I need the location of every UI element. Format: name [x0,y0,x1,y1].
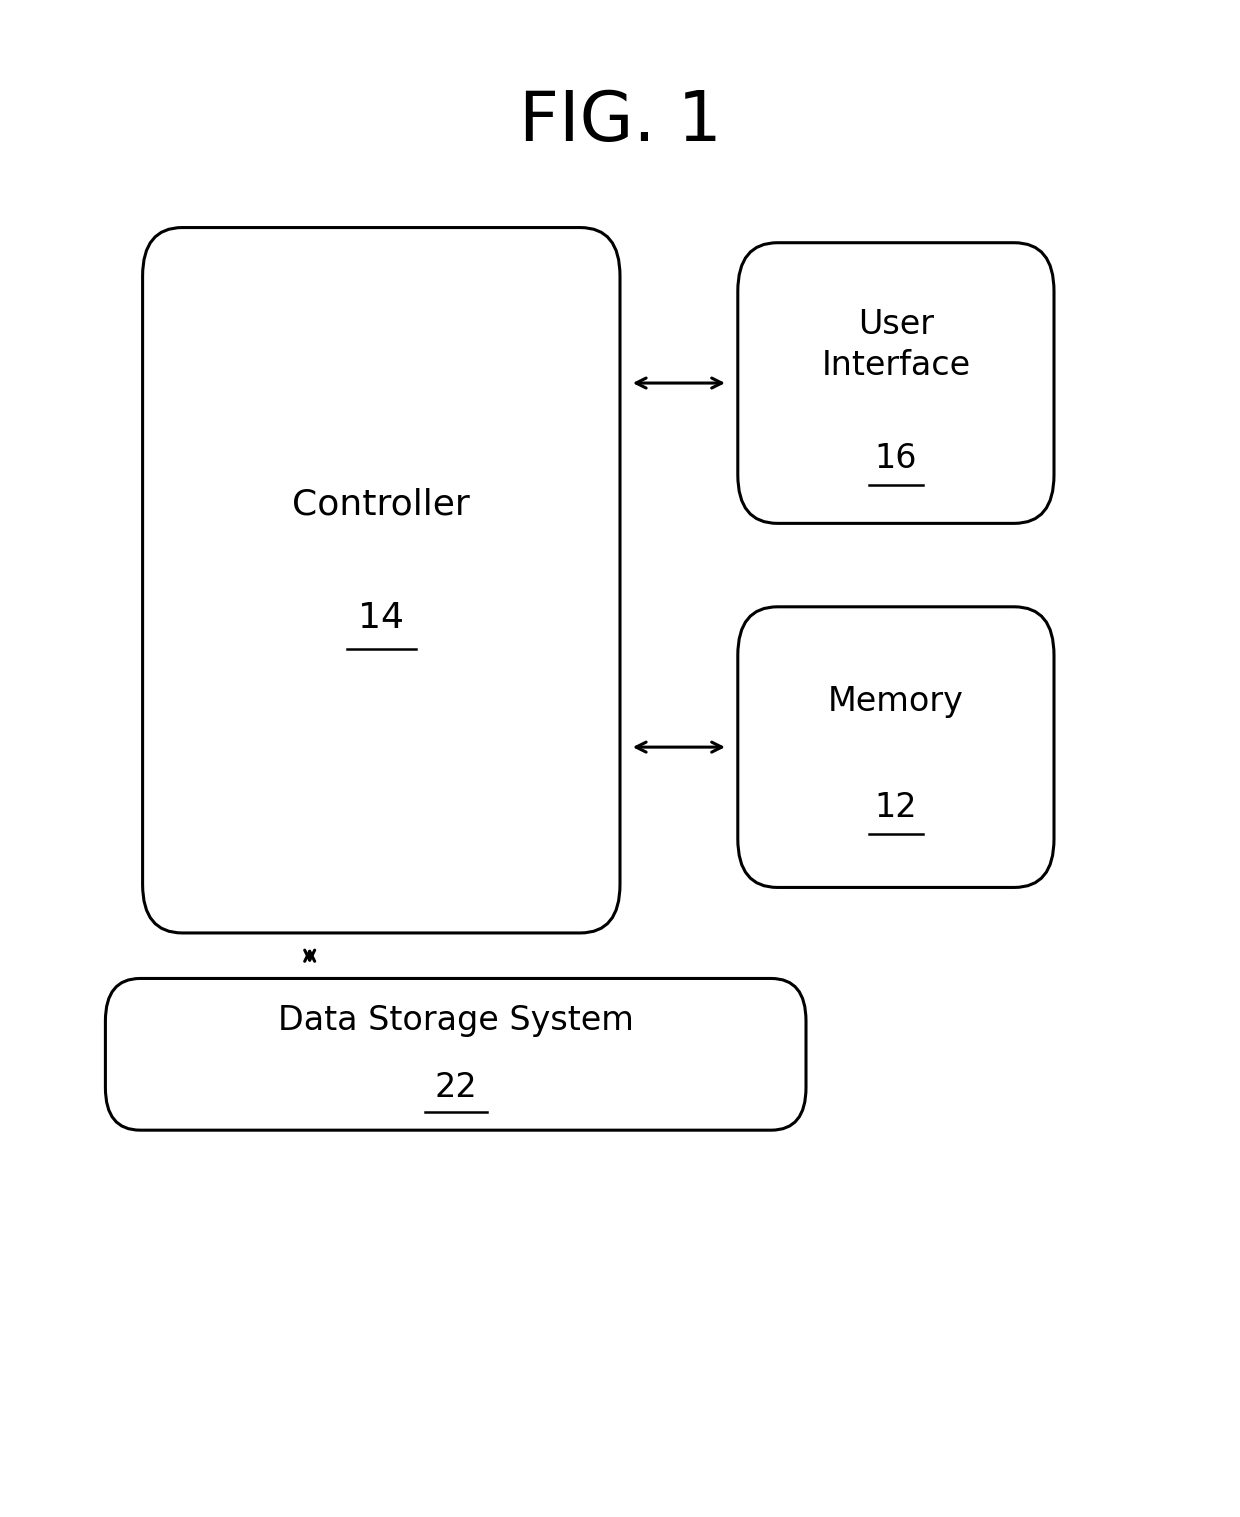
Text: Controller: Controller [293,487,470,522]
Text: FIG. 1: FIG. 1 [518,88,722,155]
Text: 16: 16 [874,443,918,475]
FancyBboxPatch shape [143,228,620,933]
Text: 14: 14 [358,601,404,636]
Text: Data Storage System: Data Storage System [278,1004,634,1038]
FancyBboxPatch shape [738,243,1054,523]
Text: 22: 22 [434,1071,477,1104]
FancyBboxPatch shape [738,607,1054,887]
Text: 12: 12 [874,792,918,824]
Text: User
Interface: User Interface [821,308,971,382]
FancyBboxPatch shape [105,978,806,1130]
Text: Memory: Memory [828,686,963,718]
